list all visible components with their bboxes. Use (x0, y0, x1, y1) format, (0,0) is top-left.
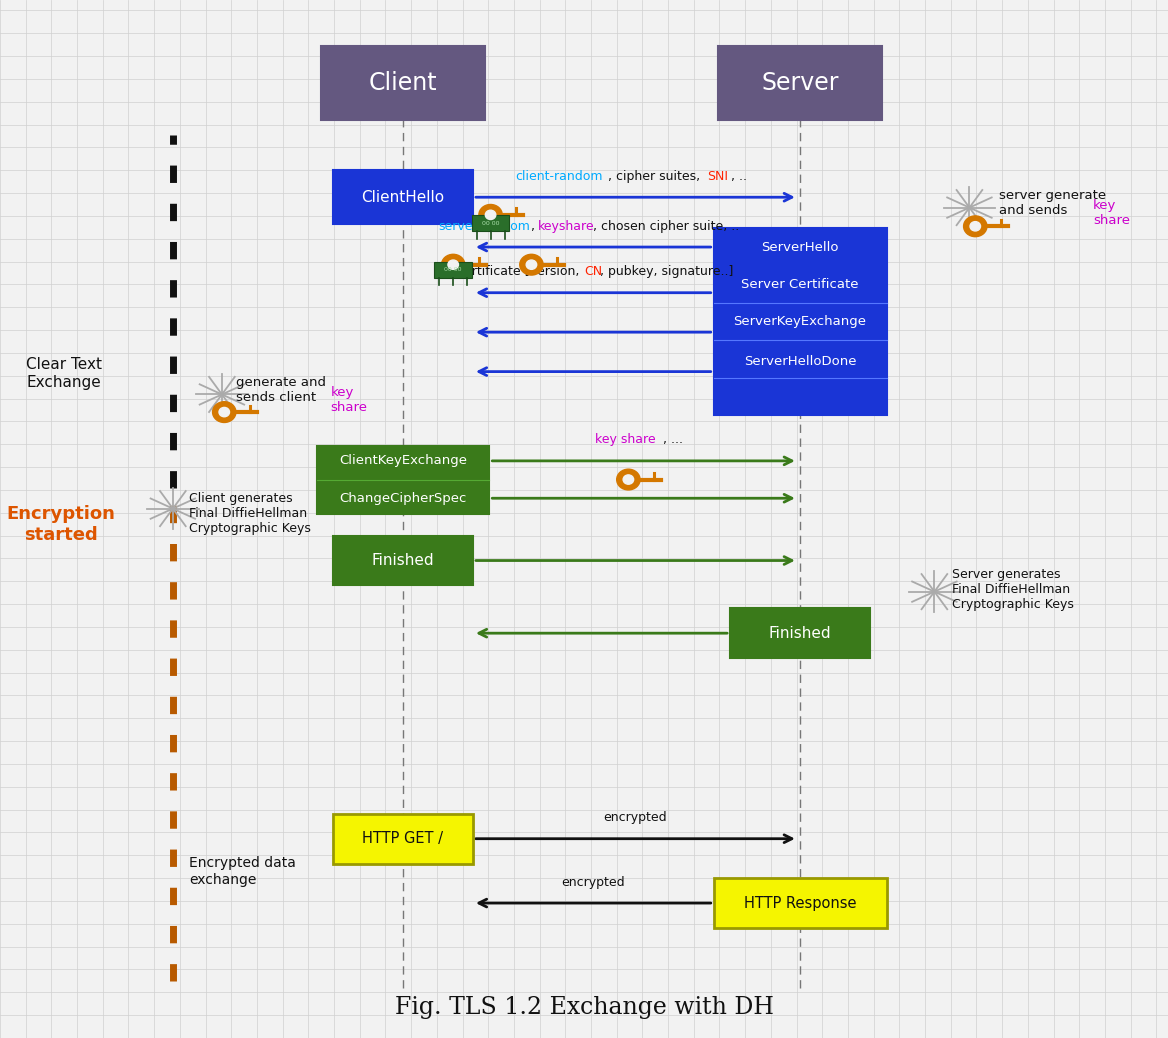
FancyBboxPatch shape (333, 536, 473, 585)
Circle shape (442, 254, 465, 275)
Text: , cipher suites,: , cipher suites, (604, 169, 703, 183)
Text: Server Certificate: Server Certificate (742, 278, 858, 291)
Text: HTTP GET /: HTTP GET / (362, 831, 444, 846)
Text: ServerHello: ServerHello (762, 241, 839, 253)
Text: Server generates
Final DiffieHellman
Cryptographic Keys: Server generates Final DiffieHellman Cry… (952, 568, 1073, 610)
Circle shape (624, 474, 633, 484)
Text: ClientKeyExchange: ClientKeyExchange (339, 455, 467, 467)
Text: Client: Client (369, 71, 437, 95)
Text: server generate
and sends: server generate and sends (999, 189, 1106, 217)
Text: , chosen cipher suite, ..: , chosen cipher suite, .. (593, 219, 739, 233)
Text: Client generates
Final DiffieHellman
Cryptographic Keys: Client generates Final DiffieHellman Cry… (189, 492, 311, 535)
FancyBboxPatch shape (714, 228, 887, 415)
Text: Encrypted data
exchange: Encrypted data exchange (189, 856, 297, 886)
FancyBboxPatch shape (333, 814, 473, 864)
Text: client-random: client-random (516, 169, 603, 183)
Text: ServerKeyExchange: ServerKeyExchange (734, 316, 867, 328)
Text: Server: Server (762, 71, 839, 95)
Text: Fig. TLS 1.2 Exchange with DH: Fig. TLS 1.2 Exchange with DH (395, 996, 773, 1019)
Text: 00 00: 00 00 (445, 268, 461, 272)
FancyBboxPatch shape (333, 170, 473, 224)
Text: ,: , (527, 219, 538, 233)
Text: encrypted: encrypted (604, 811, 667, 824)
Text: Finished: Finished (769, 626, 832, 640)
Text: , ...: , ... (659, 433, 683, 446)
Circle shape (213, 402, 236, 422)
Text: Clear Text
Exchange: Clear Text Exchange (26, 357, 103, 390)
Circle shape (486, 210, 495, 220)
Text: server-random: server-random (438, 219, 530, 233)
Circle shape (964, 216, 987, 237)
FancyBboxPatch shape (321, 46, 485, 120)
Text: key
share: key share (331, 386, 368, 414)
Text: ClientHello: ClientHello (361, 190, 445, 204)
Text: key
share: key share (1093, 199, 1131, 227)
FancyBboxPatch shape (472, 215, 509, 231)
Circle shape (520, 254, 543, 275)
Text: , pubkey, signature..]: , pubkey, signature..] (599, 265, 732, 278)
Text: encrypted: encrypted (562, 875, 625, 889)
FancyBboxPatch shape (317, 446, 489, 514)
Circle shape (969, 221, 980, 231)
Text: keyshare: keyshare (537, 219, 595, 233)
Circle shape (527, 261, 537, 270)
FancyBboxPatch shape (718, 46, 882, 120)
Circle shape (447, 261, 458, 270)
Text: ChangeCipherSpec: ChangeCipherSpec (339, 492, 467, 504)
Circle shape (479, 204, 502, 225)
Text: SNI: SNI (707, 169, 728, 183)
FancyBboxPatch shape (434, 262, 472, 278)
Text: , ..: , .. (731, 169, 746, 183)
Text: Finished: Finished (371, 553, 434, 568)
Text: ServerHelloDone: ServerHelloDone (744, 355, 856, 367)
Text: HTTP Response: HTTP Response (744, 896, 856, 910)
Circle shape (617, 469, 640, 490)
Text: certificate [version,: certificate [version, (458, 265, 584, 278)
FancyBboxPatch shape (730, 608, 870, 658)
Text: generate and
sends client: generate and sends client (236, 376, 326, 404)
Text: key share: key share (595, 433, 655, 446)
Text: CN: CN (584, 265, 603, 278)
FancyBboxPatch shape (714, 878, 887, 928)
Text: Encryption
started: Encryption started (6, 504, 116, 544)
Circle shape (220, 407, 229, 417)
Text: 00 00: 00 00 (482, 221, 499, 225)
